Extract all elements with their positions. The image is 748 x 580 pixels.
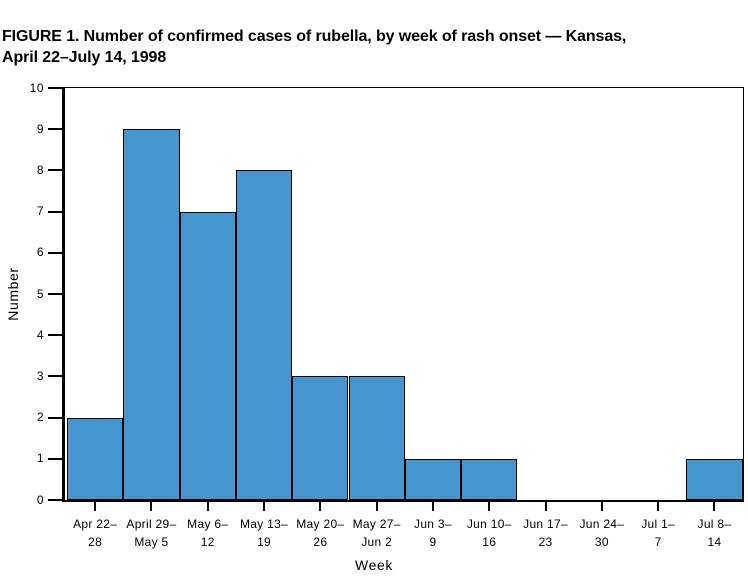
x-tick-3 [263, 502, 266, 511]
x-tick-label-line: May 13– [239, 517, 289, 531]
x-tick-label-line: Jun 17– [523, 517, 568, 531]
x-tick-label-line: 23 [538, 535, 553, 549]
x-tick-label-9: Jun 24– 30 [560, 515, 644, 551]
y-tick-9 [48, 128, 62, 131]
x-tick-label-line: 28 [88, 535, 103, 549]
y-tick-2 [48, 416, 62, 419]
x-tick-label-line: April 29– [126, 517, 177, 531]
x-tick-6 [431, 502, 434, 511]
x-tick-label-line: 26 [313, 535, 328, 549]
x-tick-label-line: 9 [429, 535, 437, 549]
x-tick-label-line: Jun 2 [361, 535, 393, 549]
x-tick-label-4: May 20– 26 [278, 515, 362, 551]
x-tick-label-2: May 6– 12 [166, 515, 250, 551]
x-tick-5 [375, 502, 378, 511]
x-tick-label-11: Jul 8– 14 [672, 515, 748, 551]
y-tick-label-1: 1 [36, 451, 44, 466]
figure-title-line1: FIGURE 1. Number of confirmed cases of r… [2, 28, 627, 45]
bar-april-29-may-5 [123, 129, 180, 500]
x-tick-label-line: Apr 22– [73, 517, 118, 531]
x-tick-label-line: Jul 1– [641, 517, 676, 531]
x-tick-label-line: May 6– [187, 517, 229, 531]
y-tick-label-6: 6 [36, 245, 44, 260]
bar-jun-10-16 [461, 458, 518, 500]
x-tick-9 [600, 502, 603, 511]
y-tick-5 [48, 293, 62, 295]
bar-jul-8-14 [686, 458, 743, 500]
x-tick-label-line: 19 [257, 535, 272, 549]
y-tick-label-0: 0 [36, 492, 44, 507]
x-tick-label-5: May 27– Jun 2 [335, 515, 419, 551]
x-tick-label-line: Jun 3– [414, 517, 452, 531]
x-tick-label-line: 30 [594, 535, 609, 549]
x-tick-label-line: Jul 8– [697, 517, 732, 531]
bar-may-27-jun-2 [348, 376, 405, 500]
y-tick-label-3: 3 [36, 368, 44, 383]
x-tick-10 [657, 502, 660, 511]
x-tick-label-3: May 13– 19 [222, 515, 306, 551]
plot-area [62, 87, 744, 502]
y-tick-label-7: 7 [36, 204, 44, 219]
y-tick-1 [48, 457, 62, 460]
x-tick-label-line: 12 [200, 535, 215, 549]
y-tick-7 [48, 210, 62, 213]
y-tick-label-10: 10 [29, 80, 44, 95]
x-tick-label-1: April 29– May 5 [109, 515, 193, 551]
x-tick-label-line: 14 [707, 535, 722, 549]
bar-jun-3-9 [404, 458, 462, 500]
figure-title-line2: April 22–July 14, 1998 [2, 49, 167, 66]
y-tick-label-4: 4 [36, 327, 44, 342]
bar-may-6-12 [179, 211, 236, 500]
x-axis-title: Week [355, 557, 393, 573]
y-tick-8 [48, 169, 62, 172]
x-tick-1 [150, 502, 153, 511]
x-tick-label-7: Jun 10– 16 [447, 515, 531, 551]
bar-may-13-19 [235, 170, 293, 500]
x-tick-label-line: May 5 [134, 535, 169, 549]
bar-apr-22-28 [67, 417, 124, 500]
y-tick-0 [48, 499, 62, 501]
x-tick-label-6: Jun 3– 9 [391, 515, 475, 551]
x-tick-label-0: Apr 22– 28 [53, 515, 137, 551]
y-tick-label-5: 5 [36, 286, 44, 301]
x-tick-label-10: Jul 1– 7 [616, 515, 700, 551]
x-tick-label-line: Jun 24– [579, 517, 625, 531]
x-tick-label-line: 16 [482, 535, 497, 549]
x-tick-label-line: 7 [654, 535, 662, 549]
y-tick-10 [48, 87, 62, 89]
y-tick-label-2: 2 [36, 410, 44, 425]
x-tick-0 [94, 502, 97, 511]
figure-title: FIGURE 1. Number of confirmed cases of r… [2, 26, 748, 68]
x-tick-label-line: May 20– [296, 517, 345, 531]
x-tick-label-line: Jun 10– [466, 517, 512, 531]
x-tick-2 [206, 502, 209, 511]
x-tick-4 [319, 502, 322, 511]
bar-may-20-26 [292, 376, 349, 500]
y-tick-6 [48, 251, 62, 254]
y-tick-4 [48, 334, 62, 337]
x-tick-label-line: May 27– [352, 517, 401, 531]
x-tick-label-8: Jun 17– 23 [504, 515, 588, 551]
x-tick-7 [488, 502, 491, 511]
y-tick-label-9: 9 [36, 121, 44, 136]
x-tick-8 [544, 502, 547, 511]
y-tick-3 [48, 375, 62, 378]
x-tick-11 [713, 502, 716, 511]
y-tick-label-8: 8 [36, 162, 44, 177]
